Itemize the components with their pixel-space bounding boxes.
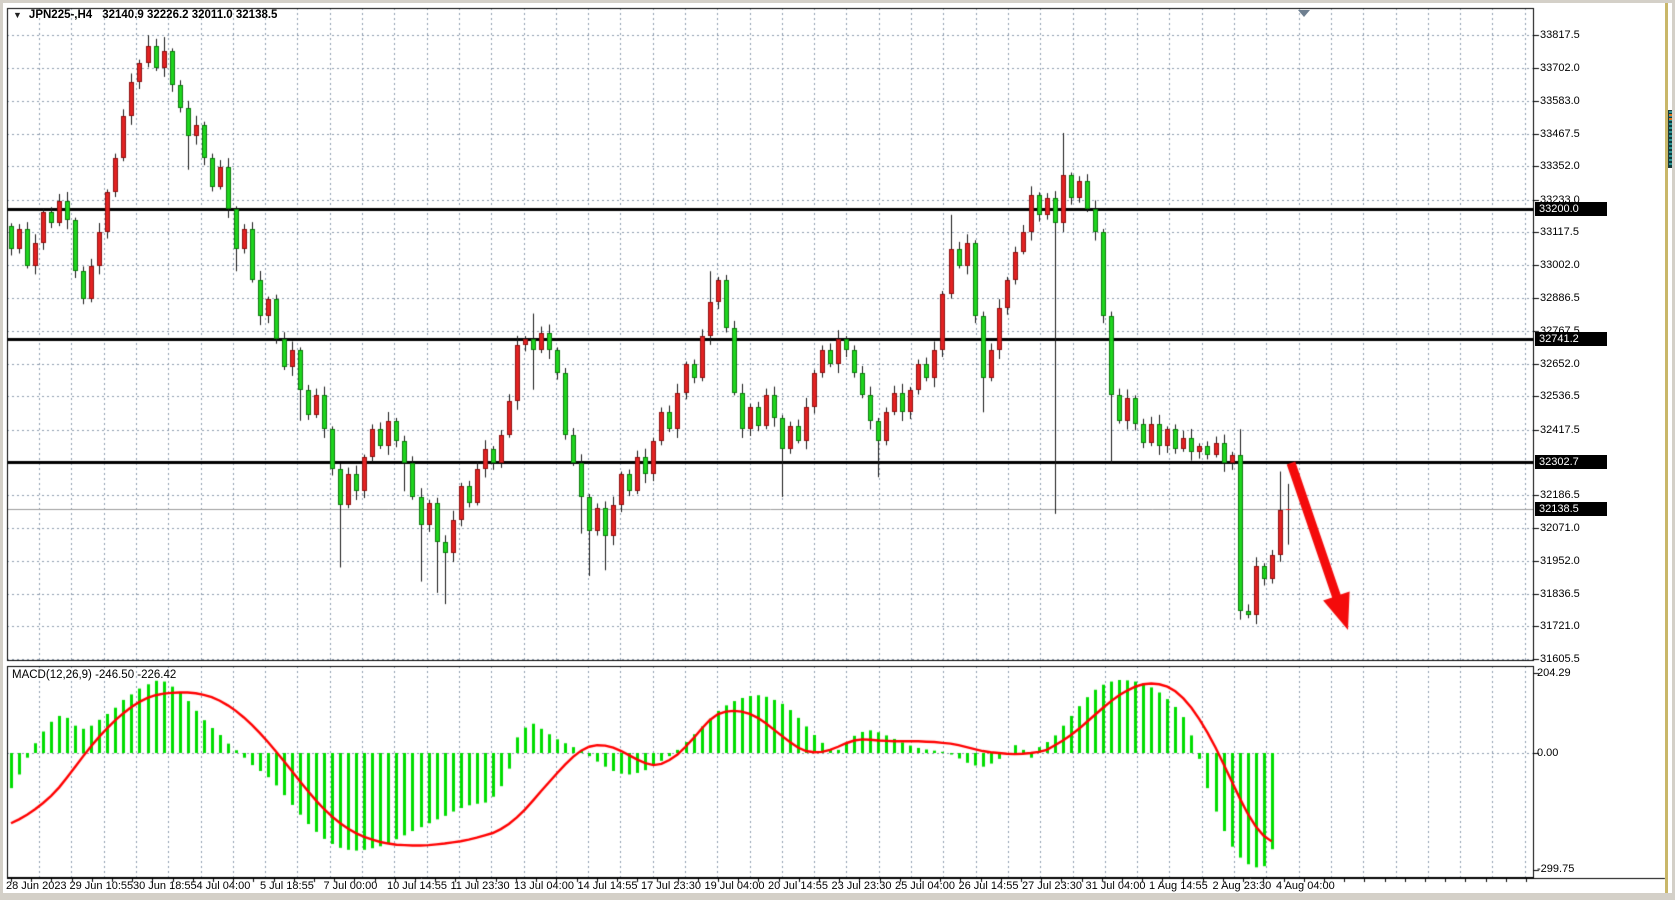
bid-price-badge: 32138.5 (1535, 502, 1607, 516)
price-axis-tick: 31836.5 (1540, 588, 1580, 600)
time-axis-label: 14 Jul 14:55 (577, 880, 638, 892)
chart-title: ▼ JPN225-,H4 32140.9 32226.2 32011.0 32138… (13, 9, 277, 21)
price-axis-tick: 33352.0 (1540, 160, 1580, 172)
time-axis-label: 28 Jun 2023 (6, 880, 67, 892)
price-axis-tick: 32652.0 (1540, 358, 1580, 370)
time-axis-label: 2 Aug 23:30 (1212, 880, 1272, 892)
price-axis-tick: 31952.0 (1540, 555, 1580, 567)
dock-edge-line (1665, 3, 1668, 897)
time-axis-label: 23 Jul 23:30 (831, 880, 892, 892)
time-axis-label: 1 Aug 14:55 (1149, 880, 1208, 892)
time-axis-label: 10 Jul 14:55 (387, 880, 447, 892)
price-axis-tick: 33117.5 (1540, 226, 1579, 238)
macd-indicator-label: MACD(12,26,9) -246.50 -226.42 (12, 669, 177, 681)
price-axis-tick: 32186.5 (1540, 489, 1580, 501)
time-axis-label: 26 Jul 14:55 (958, 880, 1019, 892)
time-axis-label: 20 Jul 14:55 (768, 880, 828, 892)
price-axis-tick: 31721.0 (1540, 620, 1580, 632)
chart-dropdown-icon[interactable]: ▼ (13, 10, 22, 20)
time-axis-label: 7 Jul 00:00 (323, 880, 378, 892)
time-axis-label: 19 Jul 04:00 (704, 880, 765, 892)
chart-canvas[interactable] (3, 3, 1672, 897)
chart-shift-marker-icon[interactable] (1298, 10, 1310, 17)
price-axis-tick: 33002.0 (1540, 259, 1580, 271)
price-axis-tick: 32536.5 (1540, 390, 1580, 402)
price-axis-tick: 32071.0 (1540, 522, 1580, 534)
price-line-badge: 32741.2 (1535, 332, 1607, 346)
symbol-period-label: JPN225-,H4 (28, 9, 93, 21)
price-axis-tick: 33817.5 (1540, 29, 1580, 41)
price-line-badge: 32302.7 (1535, 455, 1607, 469)
ohlc-values-label: 32140.9 32226.2 32011.0 32138.5 (102, 9, 278, 21)
price-axis-tick: 33583.0 (1540, 95, 1580, 107)
price-axis-tick: 33702.0 (1540, 62, 1580, 74)
price-line-badge: 33200.0 (1535, 202, 1607, 216)
time-axis-label: 29 Jun 10:55 (69, 880, 134, 892)
time-axis-label: 25 Jul 04:00 (895, 880, 955, 892)
macd-axis-tick: 204.29 (1537, 667, 1571, 679)
time-axis-label: 31 Jul 04:00 (1085, 880, 1146, 892)
price-axis-tick: 32886.5 (1540, 292, 1580, 304)
macd-axis-tick: 0.00 (1537, 747, 1559, 759)
price-axis-tick: 31605.5 (1540, 653, 1580, 665)
time-axis-label: 11 Jul 23:30 (450, 880, 510, 892)
macd-axis-tick: -299.75 (1537, 863, 1575, 875)
price-axis-tick: 32417.5 (1540, 424, 1580, 436)
time-axis-label: 4 Jul 04:00 (196, 880, 251, 892)
status-strip (3, 893, 1672, 897)
scrollbar-thumb[interactable] (1668, 110, 1672, 168)
time-axis-label: 4 Aug 04:00 (1276, 880, 1335, 892)
time-axis-label: 30 Jun 18:55 (133, 880, 197, 892)
time-axis-label: 13 Jul 04:00 (514, 880, 574, 892)
time-axis-label: 27 Jul 23:30 (1022, 880, 1082, 892)
time-axis-label: 17 Jul 23:30 (641, 880, 701, 892)
time-axis-label: 5 Jul 18:55 (260, 880, 314, 892)
price-axis-tick: 33467.5 (1540, 128, 1580, 140)
